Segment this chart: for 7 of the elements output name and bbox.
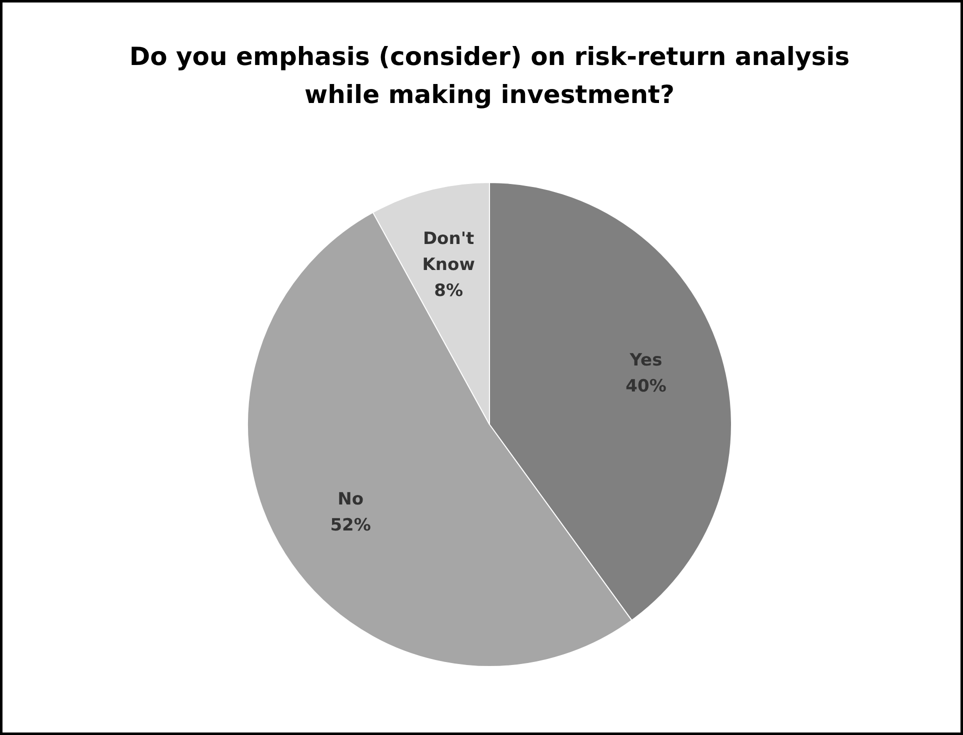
- slice-label: Yes: [628, 350, 662, 371]
- slice-label: Don't Know: [422, 229, 476, 276]
- slice-label: No: [338, 490, 364, 510]
- data-label: 8%: [434, 281, 464, 302]
- data-label: 52%: [330, 516, 371, 536]
- data-label: 40%: [626, 376, 666, 397]
- chart-title: Do you emphasis (consider) on risk-return analysis while making investment?: [129, 42, 850, 109]
